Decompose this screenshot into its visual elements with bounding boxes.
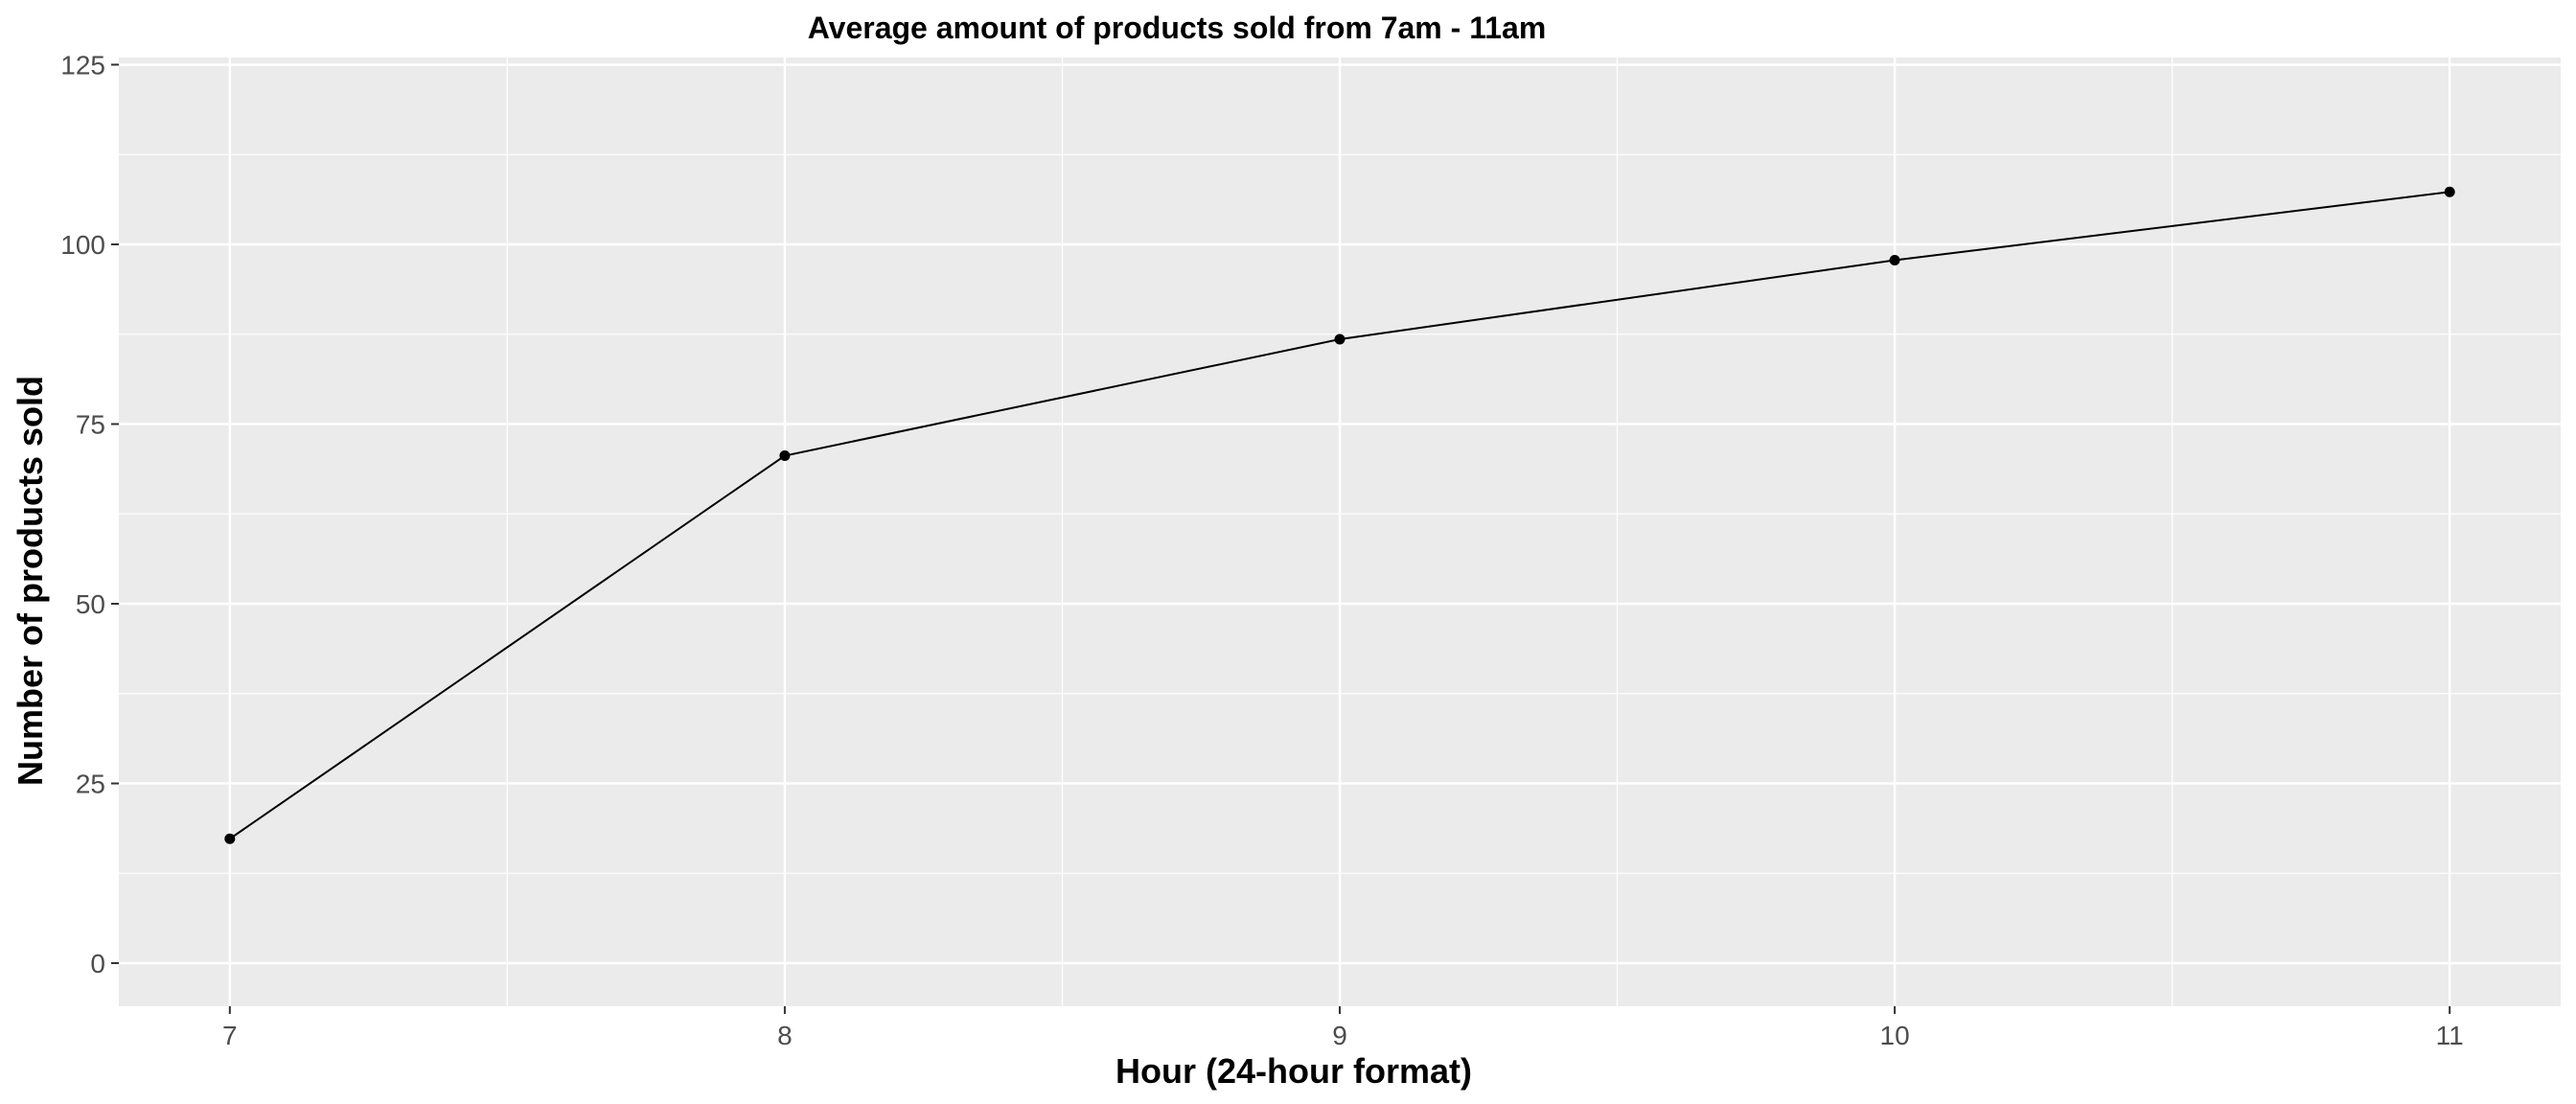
y-tick-label: 25 [76, 770, 105, 799]
x-tick-label: 8 [777, 1021, 793, 1050]
y-tick-label: 100 [60, 230, 105, 260]
x-tick-label: 9 [1332, 1021, 1347, 1050]
x-tick-label: 11 [2436, 1021, 2464, 1050]
y-tick-label: 0 [90, 949, 105, 978]
chart-title: Average amount of products sold from 7am… [808, 11, 1547, 45]
data-point [2444, 186, 2455, 197]
data-point [224, 833, 236, 844]
x-axis-title: Hour (24-hour format) [1116, 1051, 1472, 1091]
y-axis: 0 25 50 75 100 125 [60, 51, 119, 978]
data-point [1889, 255, 1900, 265]
x-tick-label: 7 [222, 1021, 238, 1050]
data-point [1334, 334, 1346, 345]
x-axis: 7 8 9 10 11 [222, 1006, 2464, 1050]
y-tick-label: 75 [76, 410, 105, 440]
x-tick-label: 10 [1880, 1021, 1910, 1050]
major-gridlines [119, 58, 2561, 1006]
y-tick-label: 50 [76, 589, 105, 619]
data-point [779, 450, 791, 461]
series-layer [224, 186, 2455, 844]
y-axis-title: Number of products sold [11, 376, 50, 786]
y-tick-label: 125 [60, 51, 105, 80]
